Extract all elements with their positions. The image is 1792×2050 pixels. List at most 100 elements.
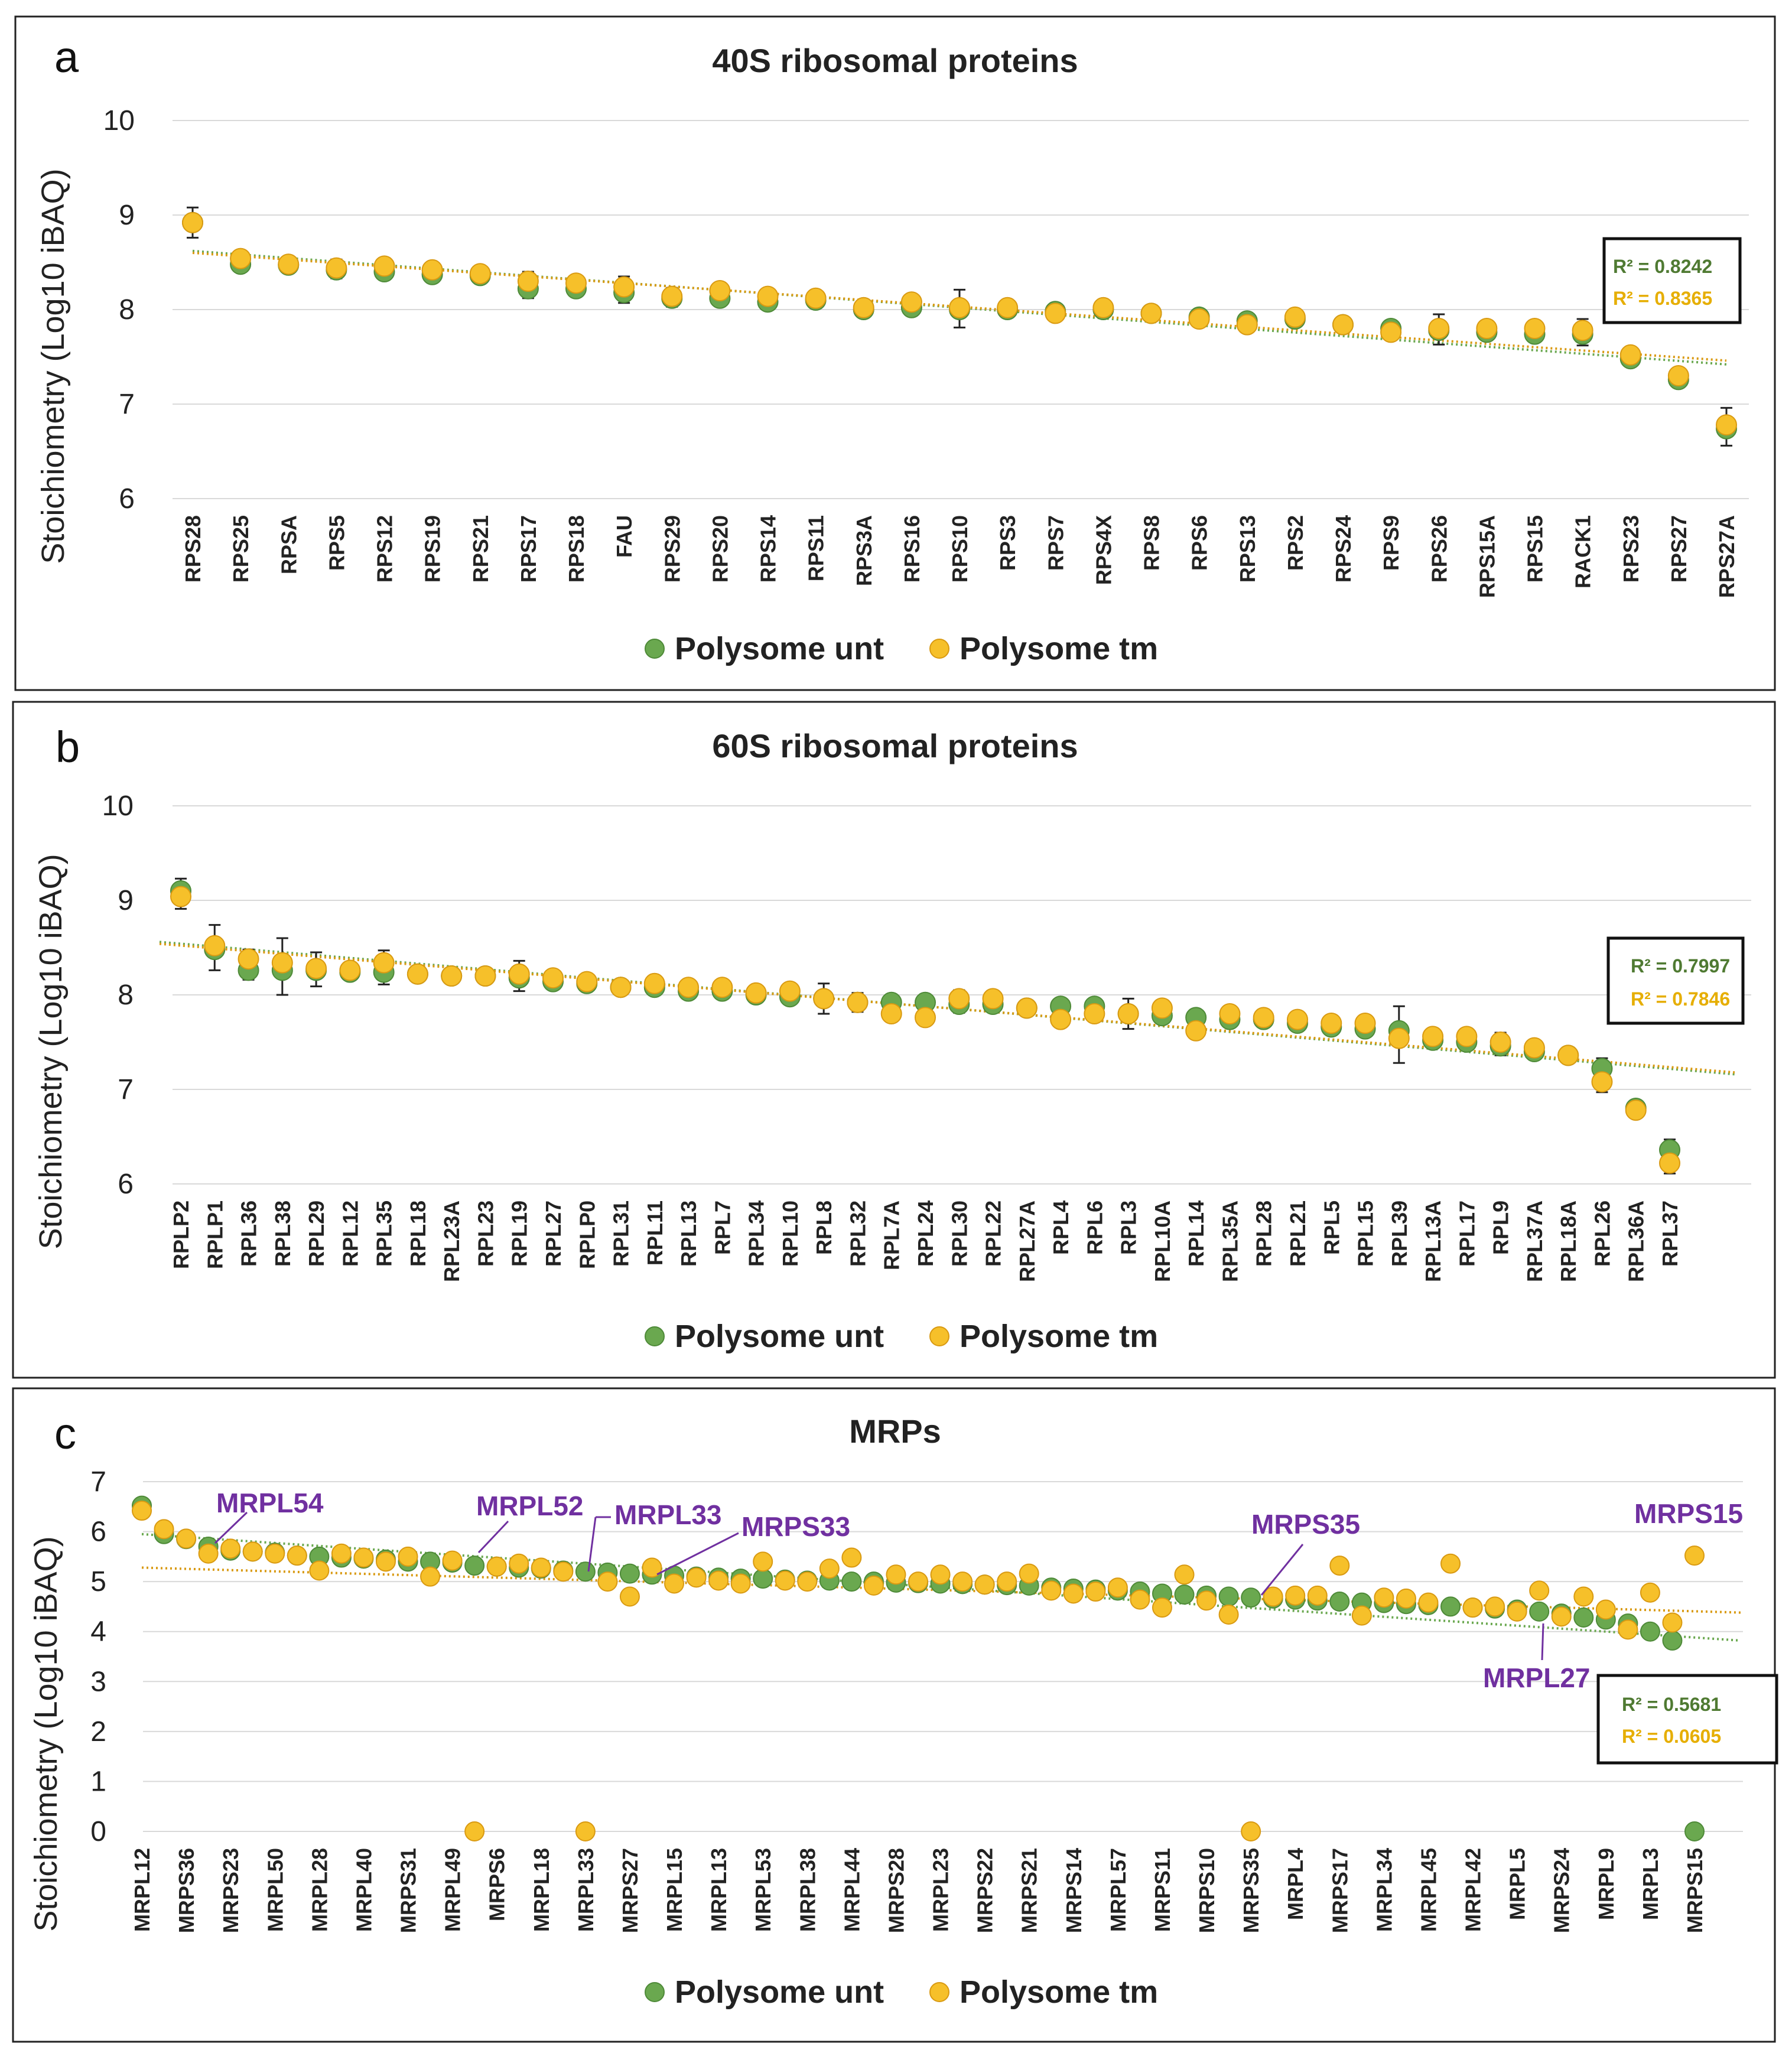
panel-b-point-tm	[813, 988, 835, 1010]
panel-c-point-tm	[797, 1571, 818, 1592]
panel-a-xtick: FAU	[612, 515, 636, 558]
panel-c-point-unt	[1241, 1587, 1261, 1608]
panel-c-point-tm	[242, 1541, 263, 1562]
panel-b-legend-tm-label: Polysome tm	[960, 1319, 1158, 1354]
panel-b-point-tm	[948, 988, 970, 1010]
panel-c-point-tm	[863, 1575, 884, 1596]
panel-c-xtick: MRPL50	[263, 1848, 287, 1932]
callout-mrpl52: MRPL52	[476, 1491, 583, 1521]
panel-b-frame	[12, 701, 1776, 1379]
panel-b-point-tm	[508, 963, 530, 985]
panel-c-xtick: MRPL42	[1461, 1848, 1485, 1932]
panel-c-xtick: MRPL45	[1416, 1848, 1440, 1932]
panel-a-xtick: RPS12	[373, 515, 397, 583]
panel-a-xtick: RPS15	[1523, 515, 1547, 583]
panel-b-xtick: RPL21	[1286, 1200, 1310, 1267]
panel-a-xtick: RPS8	[1140, 515, 1164, 571]
panel-c-xtick: MRPL28	[307, 1848, 331, 1932]
panel-a-point-tm	[900, 291, 922, 313]
callout-mrpl54: MRPL54	[216, 1488, 324, 1518]
panel-a-ytick: 6	[119, 483, 135, 515]
panel-b-xtick: RPL24	[913, 1200, 938, 1267]
panel-c-frame	[12, 1387, 1776, 2043]
callout-mrps35: MRPS35	[1251, 1509, 1360, 1540]
panel-c-point-tm	[420, 1566, 441, 1587]
panel-c-xtick: MRPS36	[174, 1848, 199, 1933]
panel-b-xtick: RPL29	[304, 1200, 329, 1267]
panel-b-point-tm	[1050, 1008, 1072, 1030]
panel-a-ytick: 8	[119, 294, 135, 326]
panel-b-ytick: 10	[102, 790, 134, 822]
callout-line-mrpl27	[1541, 1623, 1544, 1661]
panel-b-xtick: RPL27	[541, 1200, 565, 1267]
panel-b-xtick: RPL37	[1658, 1200, 1682, 1267]
panel-b-point-tm	[1151, 997, 1173, 1019]
panel-a-point-tm	[949, 297, 970, 318]
panel-c-point-unt	[1662, 1630, 1683, 1651]
panel-a-point-tm	[1284, 306, 1306, 328]
panel-a-frame	[14, 15, 1776, 691]
panel-a-xtick: RPS29	[660, 515, 684, 583]
panel-c-point-tm	[132, 1501, 152, 1521]
panel-b-xtick: RPL35A	[1218, 1200, 1242, 1282]
panel-c-xtick: MRPS17	[1328, 1848, 1352, 1933]
panel-b-xtick: RPL23	[473, 1200, 497, 1267]
panel-a-point-tm	[853, 297, 874, 318]
panel-c-point-tm	[930, 1564, 951, 1585]
panel-c-xtick: MRPL18	[529, 1848, 554, 1932]
panel-c-ytick: 1	[90, 1766, 106, 1797]
panel-a-xtick: RPS9	[1379, 515, 1403, 571]
panel-b-point-tm	[1456, 1026, 1478, 1047]
panel-c-point-tm	[1307, 1585, 1328, 1606]
panel-c-xtick: MRPL44	[840, 1848, 864, 1932]
panel-a-ytick: 7	[119, 389, 135, 420]
panel-c-xtick: MRPS21	[1017, 1848, 1042, 1933]
panel-c-point-tm	[1551, 1606, 1572, 1627]
panel-b-xtick: RPL34	[744, 1200, 769, 1267]
panel-c-point-tm	[375, 1551, 396, 1572]
panel-a-xtick: RPS3A	[852, 515, 876, 586]
panel-b-xtick: RPL11	[643, 1200, 667, 1265]
panel-a-r2-unt: R² = 0.8242	[1613, 256, 1712, 277]
panel-b-point-tm	[915, 1007, 936, 1029]
panel-c-point-tm	[1218, 1604, 1239, 1625]
panel-b-ytick: 7	[118, 1074, 134, 1105]
panel-c-xtick: MRPS6	[485, 1848, 509, 1921]
panel-c-point-tm	[1396, 1588, 1416, 1609]
panel-c-xtick: MRPS15	[1683, 1848, 1707, 1933]
panel-c-r2-box	[1596, 1674, 1778, 1765]
callout-mrps15: MRPS15	[1634, 1498, 1743, 1529]
panel-a-point-tm	[517, 271, 539, 292]
panel-b-xtick: RPL19	[508, 1200, 532, 1267]
panel-b-xtick: RPL8	[812, 1200, 836, 1255]
panel-c-point-tm	[309, 1560, 330, 1581]
panel-a-point-tm	[805, 287, 827, 309]
panel-a-point-tm	[1476, 318, 1498, 339]
panel-c-point-tm	[819, 1558, 840, 1579]
panel-c-point-tm	[1329, 1556, 1350, 1576]
panel-a-point-tm	[1140, 302, 1162, 324]
panel-b-xtick: RPL35	[372, 1200, 396, 1267]
panel-c-point-tm	[1063, 1583, 1084, 1604]
panel-c-xtick: MRPS27	[618, 1848, 642, 1933]
panel-a-point-tm	[1667, 365, 1689, 386]
panel-b-trendline-tm	[159, 942, 1735, 1074]
panel-c-xtick: MRPL38	[795, 1848, 819, 1932]
panel-b-xtick: RPLP2	[169, 1200, 193, 1269]
panel-a-point-tm	[1619, 344, 1641, 366]
panel-c-point-tm	[198, 1543, 219, 1564]
panel-c-xtick: MRPL49	[441, 1848, 465, 1932]
panel-c-point-tm	[398, 1546, 418, 1567]
panel-c-point-unt	[841, 1571, 862, 1592]
panel-a-xtick: RPS14	[756, 515, 780, 583]
panel-a-point-tm	[469, 263, 491, 285]
panel-c-point-tm	[1351, 1605, 1372, 1626]
panel-c-point-unt	[1440, 1596, 1461, 1617]
panel-b-xtick: RPL6	[1082, 1200, 1107, 1255]
panel-c-xtick: MRPS28	[884, 1848, 908, 1933]
callout-line-mrps35	[1260, 1544, 1304, 1596]
panel-c-legend-unt-marker	[645, 1982, 665, 2002]
panel-c-xtick: MRPL12	[130, 1848, 154, 1932]
panel-a-legend-unt-label: Polysome unt	[675, 631, 884, 666]
panel-c-point-tm	[1174, 1564, 1195, 1585]
